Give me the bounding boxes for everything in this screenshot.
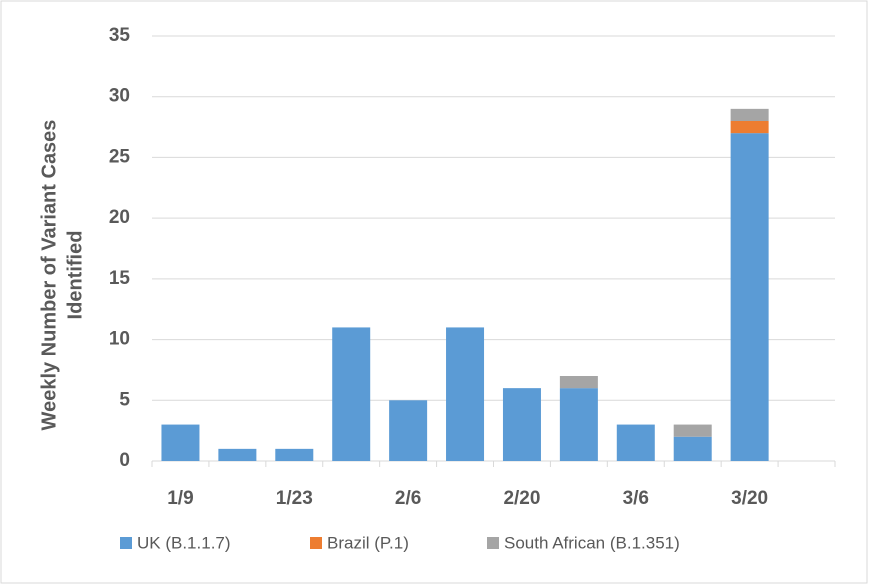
x-tick-label: 3/20 <box>731 488 768 509</box>
y-tick-label: 25 <box>109 146 131 167</box>
x-tick-label: 2/6 <box>395 488 421 509</box>
bar-segment <box>332 327 371 461</box>
bar-segment <box>673 424 712 437</box>
x-tick-label: 2/20 <box>503 488 540 509</box>
bar-segment <box>275 448 314 461</box>
bar-segment <box>730 121 769 134</box>
y-tick-label: 35 <box>109 25 131 46</box>
legend-swatch <box>120 537 132 549</box>
bar-segment <box>161 424 200 461</box>
x-tick-label: 1/9 <box>167 488 193 509</box>
legend-swatch <box>487 537 499 549</box>
legend-label: South African (B.1.351) <box>504 533 680 552</box>
bar-segment <box>730 108 769 121</box>
x-tick-label: 1/23 <box>276 488 313 509</box>
bar-segment <box>730 133 769 461</box>
bar-segment <box>218 448 257 461</box>
bar-segment <box>616 424 655 461</box>
bar-segment <box>389 400 428 461</box>
y-axis-title-line: Weekly Number of Variant Cases <box>38 120 60 431</box>
legend-swatch <box>310 537 322 549</box>
bar-segment <box>446 327 485 461</box>
y-tick-label: 5 <box>119 389 130 410</box>
bar-segment <box>502 388 541 461</box>
y-axis-title-line: Identified <box>64 231 86 320</box>
y-tick-label: 20 <box>109 207 130 228</box>
bar-segment <box>559 388 598 461</box>
y-tick-label: 10 <box>109 329 130 350</box>
y-tick-label: 30 <box>109 86 130 107</box>
legend-label: Brazil (P.1) <box>327 533 409 552</box>
legend-label: UK (B.1.1.7) <box>137 533 231 552</box>
y-tick-label: 0 <box>119 450 130 471</box>
y-tick-label: 15 <box>109 268 131 289</box>
y-axis-title: Weekly Number of Variant Cases Identified <box>38 120 86 431</box>
x-tick-label: 3/6 <box>623 488 649 509</box>
bar-segment <box>673 436 712 461</box>
bar-segment <box>559 376 598 389</box>
